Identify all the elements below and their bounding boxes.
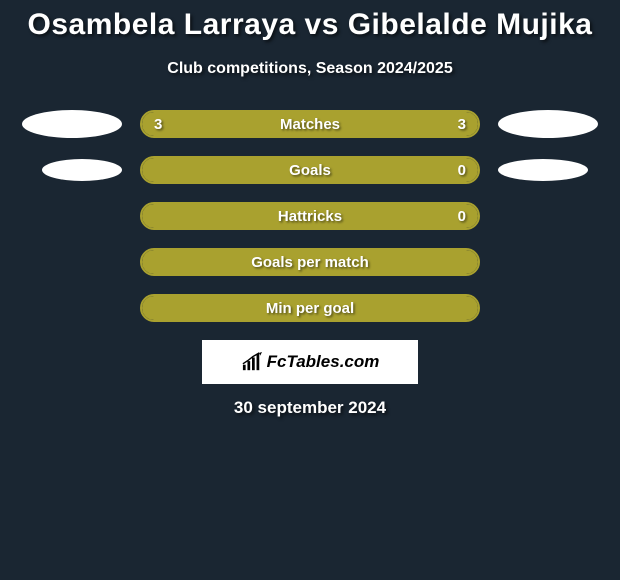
comparison-card: Osambela Larraya vs Gibelalde Mujika Clu… [0,0,620,418]
logo-text: FcTables.com [267,352,380,372]
spacer [22,248,122,276]
player-right-marker [498,110,598,138]
stat-row: Min per goal [0,294,620,322]
stat-label: Matches [142,112,478,136]
spacer [498,202,598,230]
stat-row: 3Matches3 [0,110,620,138]
stat-label: Hattricks [142,204,478,228]
stat-label: Min per goal [142,296,478,320]
stat-row: Goals0 [0,156,620,184]
spacer [498,294,598,322]
subtitle: Club competitions, Season 2024/2025 [0,60,620,78]
stat-label: Goals per match [142,250,478,274]
player-left-marker [22,110,122,138]
date-text: 30 september 2024 [0,398,620,418]
stat-value-right: 3 [458,112,466,136]
stat-value-right: 0 [458,204,466,228]
stat-value-right: 0 [458,158,466,182]
spacer [22,202,122,230]
spacer [498,248,598,276]
stats-area: 3Matches3Goals0Hattricks0Goals per match… [0,110,620,322]
stat-bar: Goals per match [140,248,480,276]
stat-bar: Goals0 [140,156,480,184]
stat-bar: 3Matches3 [140,110,480,138]
bar-chart-icon [241,352,263,372]
logo-box[interactable]: FcTables.com [202,340,418,384]
spacer [22,294,122,322]
player-right-marker [498,159,588,181]
stat-label: Goals [142,158,478,182]
stat-row: Goals per match [0,248,620,276]
page-title: Osambela Larraya vs Gibelalde Mujika [0,8,620,42]
stat-bar: Hattricks0 [140,202,480,230]
stat-bar: Min per goal [140,294,480,322]
stat-row: Hattricks0 [0,202,620,230]
player-left-marker [42,159,122,181]
